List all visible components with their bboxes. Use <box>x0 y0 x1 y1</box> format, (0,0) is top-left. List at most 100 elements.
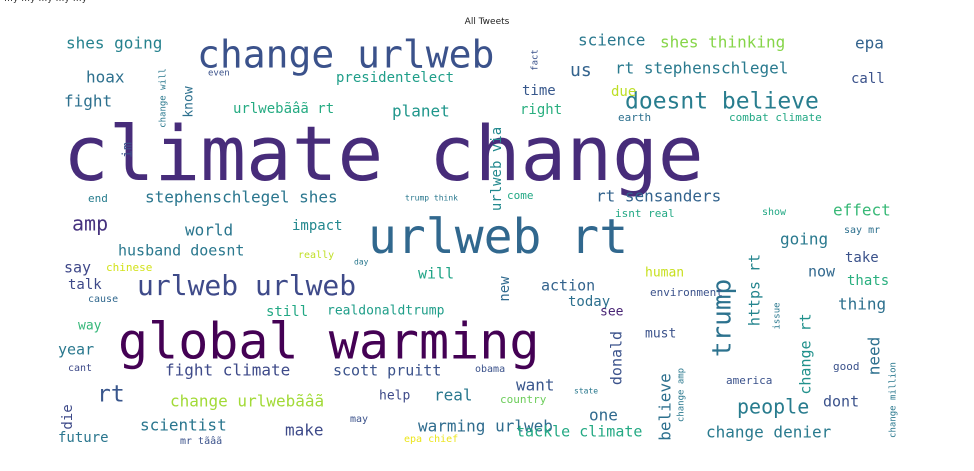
cloud-word: today <box>568 294 610 310</box>
cloud-word: country <box>500 393 547 406</box>
cloud-word: trump <box>708 279 738 357</box>
cloud-word: amp <box>72 212 108 236</box>
cloud-word: donald <box>608 331 626 385</box>
cloud-word: im <box>121 142 136 158</box>
cloud-word: people <box>737 395 809 419</box>
cloud-word: fight <box>64 92 112 111</box>
cloud-word: may <box>350 414 368 425</box>
cloud-word: year <box>58 341 94 359</box>
cloud-word: shes thinking <box>660 33 785 52</box>
cloud-word: going <box>780 230 828 249</box>
cloud-word: want <box>516 376 555 395</box>
cloud-word: rt <box>97 382 125 408</box>
cloud-word: doesnt believe <box>625 89 819 115</box>
cloud-word: will <box>418 265 454 283</box>
cloud-word: urlwebãâã rt <box>233 101 334 117</box>
cloud-word: epa chief <box>404 434 458 445</box>
cloud-word: end <box>88 192 108 205</box>
cloud-word: change will <box>159 68 169 128</box>
cloud-word: impact <box>292 218 343 234</box>
cloud-word: take <box>845 250 879 266</box>
cloud-word: rt sensanders <box>596 187 721 206</box>
cloud-word: effect <box>833 201 891 220</box>
cloud-word: realdonaldtrump <box>327 304 445 319</box>
cloud-word: isnt real <box>615 207 675 220</box>
cloud-word: stephenschlegel shes <box>145 188 338 207</box>
cloud-word: know <box>182 86 197 117</box>
cloud-word: due <box>611 84 636 100</box>
cloud-word: tackle climate <box>516 423 642 441</box>
cloud-word: change urlweb <box>197 33 494 77</box>
cloud-word: scientist <box>140 416 227 435</box>
cloud-word: fact <box>531 49 541 71</box>
cloud-word: earth <box>618 111 651 124</box>
cloud-word: change urlwebãâã <box>170 392 324 411</box>
cloud-word: climate change <box>63 109 704 198</box>
cloud-word: thing <box>838 295 886 314</box>
cloud-word: https rt <box>746 254 764 326</box>
cloud-word: need <box>865 337 884 376</box>
cloud-word: us <box>570 60 592 81</box>
cloud-word: shes going <box>66 34 162 53</box>
cloud-word: mr tãâã <box>180 435 222 447</box>
cloud-word: fight climate <box>165 361 290 380</box>
chart-title: All Tweets <box>464 17 510 27</box>
cloud-word: change denier <box>706 423 832 442</box>
cloud-word: now <box>808 263 836 281</box>
cloud-word: urlweb urlweb <box>137 269 356 302</box>
cloud-word: change amp <box>677 368 687 422</box>
cloud-word: human <box>645 266 684 281</box>
cloud-word: rt stephenschlegel <box>615 59 788 78</box>
cloud-word: scott pruitt <box>333 362 441 380</box>
cloud-word: issue <box>773 302 783 329</box>
cloud-word: believe <box>656 373 675 440</box>
cloud-word: science <box>578 31 645 50</box>
cloud-word: state <box>574 387 598 396</box>
cloud-word: really <box>298 250 334 261</box>
cloud-word: time <box>522 83 556 99</box>
cloud-word: obama <box>475 364 505 375</box>
cloud-word: talk <box>68 277 102 293</box>
cloud-word: must <box>645 327 676 342</box>
cloud-word: urlweb via <box>489 127 505 211</box>
cloud-word: america <box>726 374 772 387</box>
cloud-word: day <box>354 258 369 267</box>
cloud-word: say mr <box>844 225 880 236</box>
cloud-word: hoax <box>86 68 125 87</box>
cloud-word: trump think <box>405 194 458 203</box>
cloud-word: new <box>497 276 513 302</box>
cloud-word: urlweb rt <box>368 209 628 265</box>
cloud-word: dont <box>823 393 859 411</box>
cloud-word: one <box>589 406 618 425</box>
cloud-word: combat climate <box>729 111 822 124</box>
cloud-word: husband doesnt <box>118 242 244 260</box>
cloud-word: still <box>266 304 308 320</box>
cloud-word: see <box>600 305 624 320</box>
cloud-word: real <box>434 386 473 405</box>
cloud-word: way <box>78 319 102 334</box>
cloud-word: good <box>833 360 860 373</box>
cloud-word: presidentelect <box>336 70 454 86</box>
cloud-word: say <box>64 259 91 277</box>
cloud-word: change rt <box>797 313 815 394</box>
cloud-word: make <box>285 421 324 440</box>
cloud-word: global warming <box>118 313 539 371</box>
cloud-word: action <box>541 277 595 295</box>
cloud-word: even <box>208 69 230 79</box>
top-clipped-text: …y …y …y …y …y <box>4 0 87 4</box>
cloud-word: planet <box>392 102 450 121</box>
cloud-word: call <box>851 71 885 87</box>
cloud-word: change million <box>889 362 899 438</box>
cloud-word: epa <box>855 34 884 53</box>
cloud-word: right <box>520 102 562 118</box>
cloud-word: cause <box>88 294 118 305</box>
cloud-word: future <box>58 430 109 446</box>
cloud-word: world <box>185 221 233 240</box>
cloud-word: die <box>60 404 76 429</box>
cloud-word: help <box>379 389 410 404</box>
cloud-word: warming urlweb <box>418 417 553 436</box>
cloud-word: cant <box>68 363 92 374</box>
cloud-word: come <box>507 189 534 202</box>
cloud-word: thats <box>847 273 889 289</box>
